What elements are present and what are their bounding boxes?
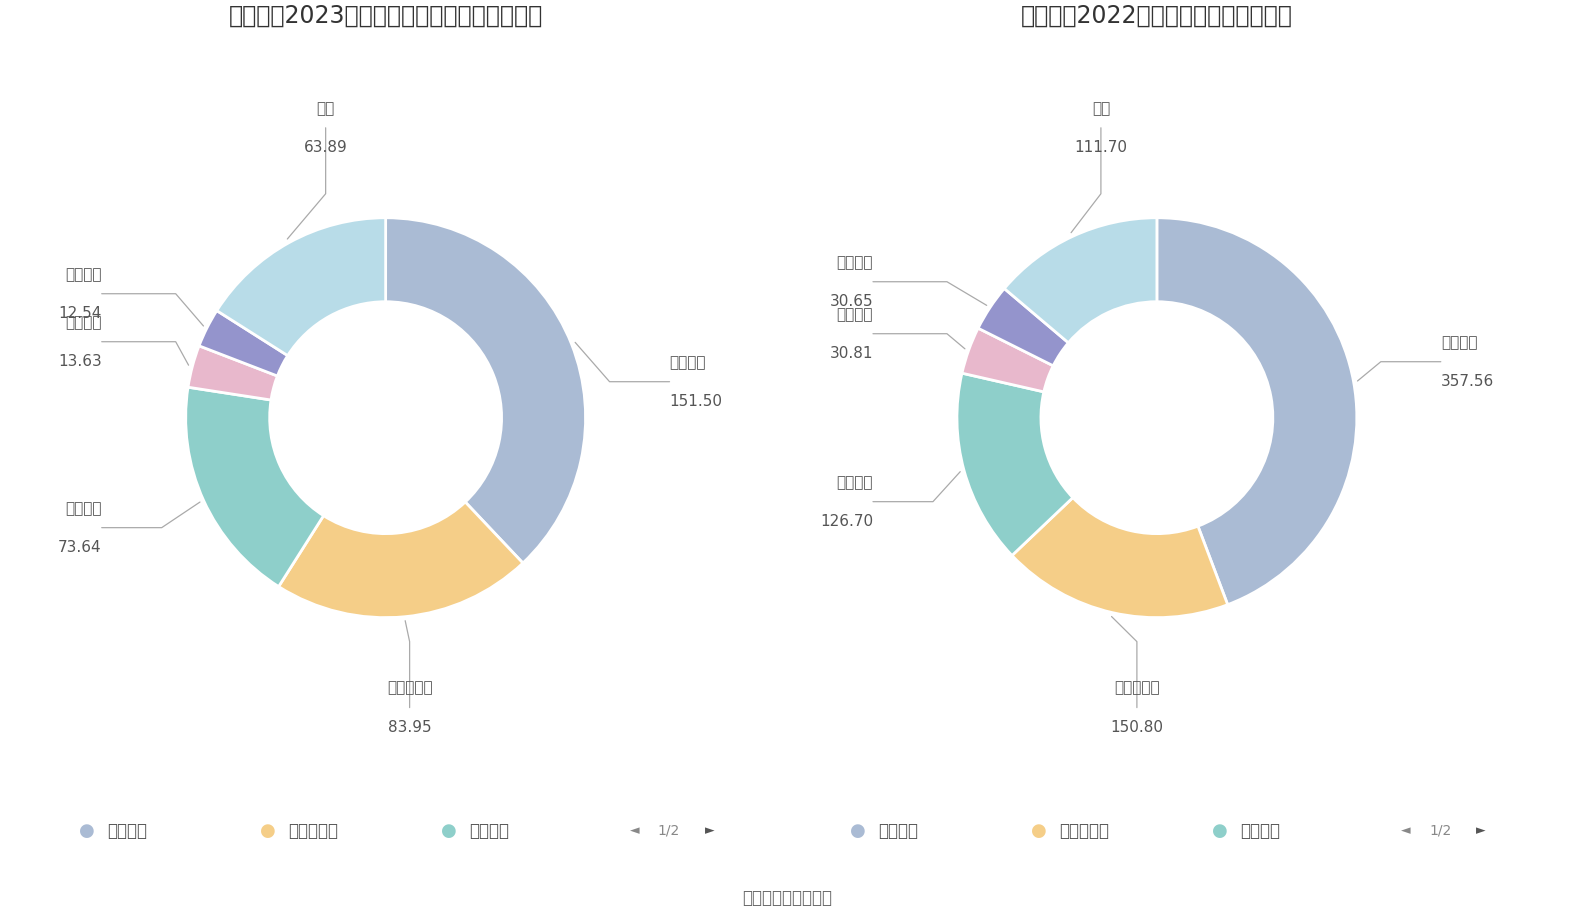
Text: 起重机械: 起重机械 — [836, 475, 874, 489]
Wedge shape — [1012, 498, 1228, 618]
Text: ►: ► — [1476, 824, 1486, 837]
Text: 挖掘机械: 挖掘机械 — [878, 822, 918, 840]
Text: 路面机械: 路面机械 — [836, 307, 874, 321]
Text: 混凝土机械: 混凝土机械 — [387, 680, 433, 696]
Wedge shape — [186, 387, 324, 587]
Wedge shape — [957, 373, 1073, 555]
Text: 起重机械: 起重机械 — [1240, 822, 1280, 840]
Text: 1/2: 1/2 — [658, 823, 680, 838]
Text: 73.64: 73.64 — [58, 540, 102, 554]
Text: ●: ● — [441, 822, 456, 840]
Text: 357.56: 357.56 — [1440, 374, 1494, 388]
Wedge shape — [279, 502, 523, 618]
Text: 63.89: 63.89 — [304, 140, 348, 155]
Text: 数据来源：恒生聚源: 数据来源：恒生聚源 — [741, 889, 833, 907]
Title: 三一重工2023年上半年营业收入构成（亿元）: 三一重工2023年上半年营业收入构成（亿元） — [228, 4, 543, 28]
Text: ●: ● — [1212, 822, 1228, 840]
Wedge shape — [962, 328, 1053, 392]
Text: ◄: ◄ — [1401, 824, 1410, 837]
Text: ●: ● — [850, 822, 866, 840]
Wedge shape — [1004, 218, 1157, 342]
Text: ►: ► — [705, 824, 715, 837]
Text: ◄: ◄ — [630, 824, 639, 837]
Text: 桩工机械: 桩工机械 — [836, 254, 874, 270]
Text: 30.65: 30.65 — [829, 294, 874, 308]
Wedge shape — [977, 288, 1069, 365]
Text: 挖掘机械: 挖掘机械 — [669, 354, 707, 370]
Text: 150.80: 150.80 — [1110, 720, 1163, 734]
Text: 其他: 其他 — [316, 101, 335, 116]
Text: 1/2: 1/2 — [1429, 823, 1451, 838]
Text: 挖掘机械: 挖掘机械 — [107, 822, 146, 840]
Wedge shape — [386, 218, 586, 563]
Text: 126.70: 126.70 — [820, 514, 874, 529]
Text: 路面机械: 路面机械 — [65, 315, 102, 330]
Text: 混凝土机械: 混凝土机械 — [288, 822, 338, 840]
Text: 挖掘机械: 挖掘机械 — [1440, 335, 1478, 350]
Text: 起重机械: 起重机械 — [469, 822, 508, 840]
Text: ●: ● — [1031, 822, 1047, 840]
Text: 混凝土机械: 混凝土机械 — [1059, 822, 1110, 840]
Text: 151.50: 151.50 — [669, 394, 722, 409]
Text: 混凝土机械: 混凝土机械 — [1114, 680, 1160, 696]
Text: 12.54: 12.54 — [58, 306, 102, 320]
Wedge shape — [198, 310, 288, 376]
Text: ●: ● — [260, 822, 275, 840]
Text: 111.70: 111.70 — [1075, 140, 1127, 155]
Text: 83.95: 83.95 — [387, 720, 431, 734]
Wedge shape — [217, 218, 386, 355]
Wedge shape — [187, 346, 277, 400]
Wedge shape — [1157, 218, 1357, 605]
Text: 30.81: 30.81 — [829, 346, 874, 361]
Text: ●: ● — [79, 822, 94, 840]
Title: 三一重工2022年营业收入构成（亿元）: 三一重工2022年营业收入构成（亿元） — [1022, 4, 1292, 28]
Text: 其他: 其他 — [1092, 101, 1110, 116]
Text: 13.63: 13.63 — [58, 353, 102, 369]
Text: 桩工机械: 桩工机械 — [65, 267, 102, 282]
Text: 起重机械: 起重机械 — [65, 500, 102, 516]
